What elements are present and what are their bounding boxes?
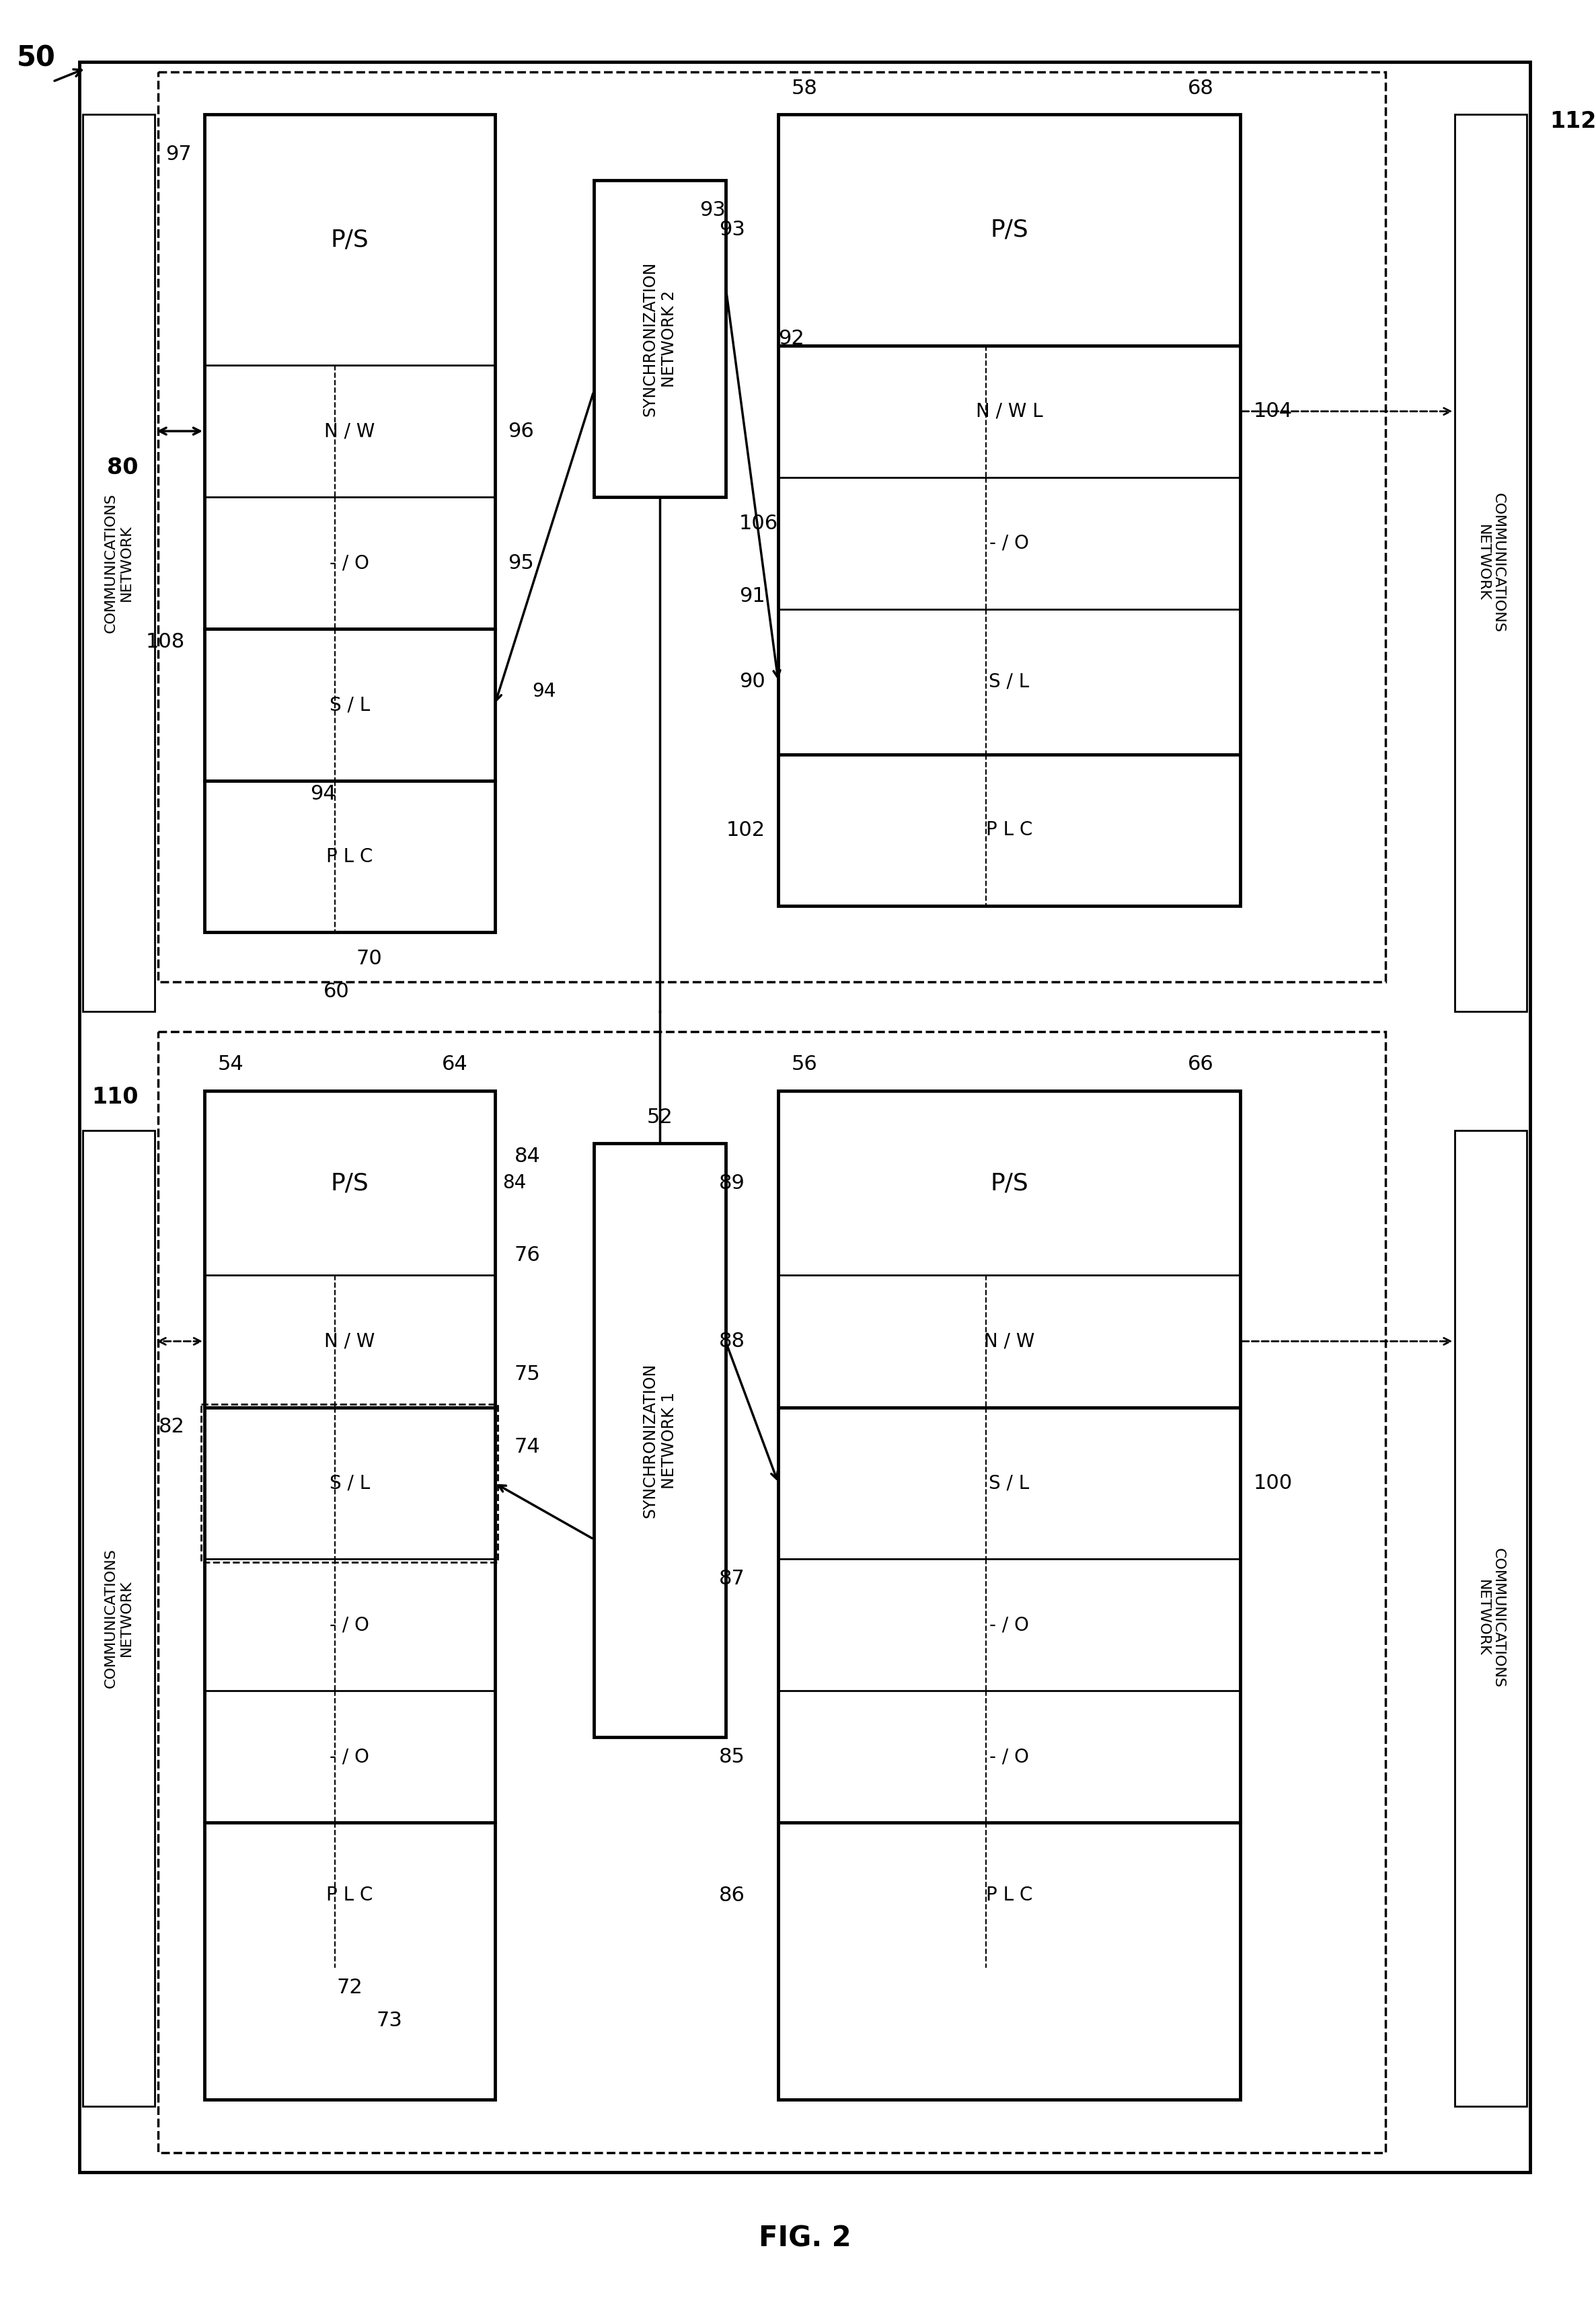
Text: 106: 106 <box>739 514 777 532</box>
Text: 56: 56 <box>792 1055 817 1074</box>
Text: 108: 108 <box>145 631 185 652</box>
Polygon shape <box>594 1143 726 1737</box>
Text: 110: 110 <box>93 1085 139 1108</box>
Text: P/S: P/S <box>330 228 369 251</box>
Text: 80: 80 <box>107 456 139 479</box>
Text: 70: 70 <box>356 949 383 968</box>
Text: 52: 52 <box>646 1108 672 1127</box>
Text: - / O: - / O <box>330 1746 369 1767</box>
Text: 60: 60 <box>324 982 350 1002</box>
Text: P L C: P L C <box>326 848 373 866</box>
Text: 93: 93 <box>720 221 745 240</box>
Text: COMMUNICATIONS
NETWORK: COMMUNICATIONS NETWORK <box>104 493 132 634</box>
Polygon shape <box>594 180 726 498</box>
Text: COMMUNICATIONS
NETWORK: COMMUNICATIONS NETWORK <box>104 1548 132 1689</box>
Text: P L C: P L C <box>986 1887 1033 1905</box>
Text: N / W: N / W <box>983 1332 1034 1350</box>
Text: 90: 90 <box>739 673 764 691</box>
Text: - / O: - / O <box>330 553 369 571</box>
Text: 74: 74 <box>514 1438 541 1456</box>
Text: - / O: - / O <box>990 1615 1029 1634</box>
Text: - / O: - / O <box>990 535 1029 553</box>
Text: 85: 85 <box>720 1746 745 1767</box>
Text: 93: 93 <box>699 200 726 219</box>
Text: 84: 84 <box>503 1173 527 1193</box>
Text: 91: 91 <box>739 585 764 606</box>
Text: 104: 104 <box>1253 401 1293 422</box>
Text: 54: 54 <box>217 1055 244 1074</box>
Text: P/S: P/S <box>990 219 1028 242</box>
Text: S / L: S / L <box>329 1475 370 1493</box>
Text: S / L: S / L <box>990 1475 1029 1493</box>
Text: SYNCHRONIZATION
NETWORK 2: SYNCHRONIZATION NETWORK 2 <box>642 260 677 417</box>
Text: 66: 66 <box>1187 1055 1213 1074</box>
Text: N / W L: N / W L <box>975 401 1042 422</box>
Text: 100: 100 <box>1253 1472 1293 1493</box>
Text: - / O: - / O <box>990 1746 1029 1767</box>
Text: 89: 89 <box>720 1173 745 1193</box>
Text: P L C: P L C <box>986 820 1033 839</box>
Text: 97: 97 <box>166 145 192 164</box>
Text: 88: 88 <box>720 1332 745 1350</box>
Text: 58: 58 <box>792 78 817 97</box>
Text: P/S: P/S <box>990 1170 1028 1193</box>
Text: 87: 87 <box>720 1569 745 1587</box>
Text: 76: 76 <box>514 1246 541 1265</box>
Text: 68: 68 <box>1187 78 1213 97</box>
Text: SYNCHRONIZATION
NETWORK 1: SYNCHRONIZATION NETWORK 1 <box>642 1362 677 1518</box>
Text: S / L: S / L <box>990 673 1029 691</box>
Text: 64: 64 <box>442 1055 468 1074</box>
Text: COMMUNICATIONS
NETWORK: COMMUNICATIONS NETWORK <box>1476 1548 1505 1689</box>
Text: 95: 95 <box>508 553 535 574</box>
Text: 94: 94 <box>533 682 555 700</box>
Text: COMMUNICATIONS
NETWORK: COMMUNICATIONS NETWORK <box>1476 493 1505 634</box>
Text: S / L: S / L <box>329 696 370 714</box>
Text: 50: 50 <box>18 44 56 74</box>
Text: 72: 72 <box>337 1977 362 1998</box>
Text: N / W: N / W <box>324 1332 375 1350</box>
Text: 75: 75 <box>514 1364 541 1385</box>
Text: P L C: P L C <box>326 1887 373 1905</box>
Text: 84: 84 <box>514 1147 541 1166</box>
Text: 73: 73 <box>377 2011 402 2030</box>
Text: - / O: - / O <box>330 1615 369 1634</box>
Text: 82: 82 <box>158 1417 185 1438</box>
Text: 96: 96 <box>508 422 535 440</box>
Text: 92: 92 <box>779 329 804 348</box>
Text: N / W: N / W <box>324 422 375 440</box>
Text: FIG. 2: FIG. 2 <box>758 2223 851 2253</box>
Text: 94: 94 <box>310 783 337 804</box>
Text: 86: 86 <box>720 1885 745 1905</box>
Text: 112: 112 <box>1550 111 1596 131</box>
Text: 102: 102 <box>726 820 764 841</box>
Text: P/S: P/S <box>330 1170 369 1193</box>
